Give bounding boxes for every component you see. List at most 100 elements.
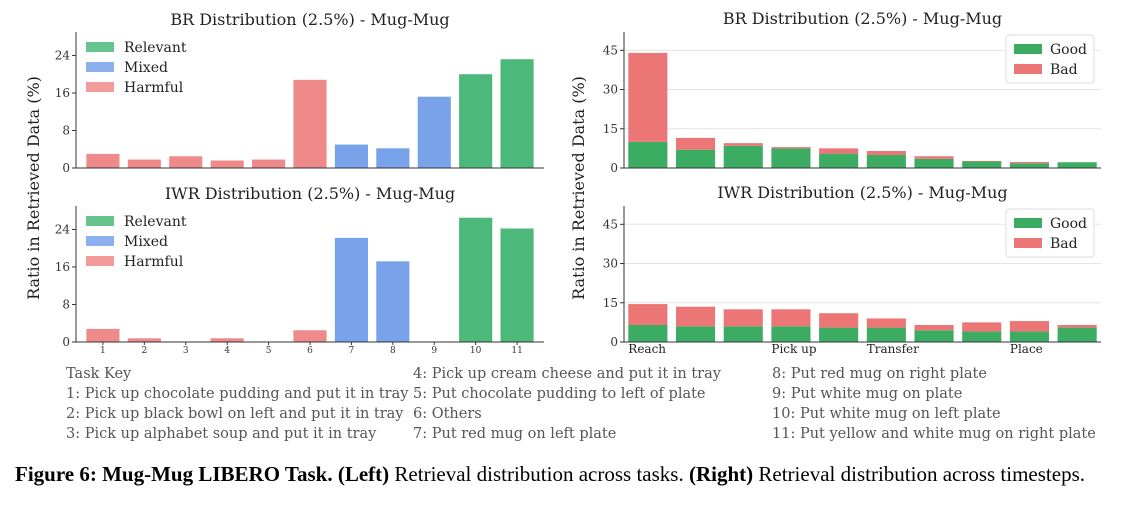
iwr-tasks-xtick-label: 1	[100, 346, 106, 356]
iwr-tasks-xtick-label: 8	[390, 346, 396, 356]
iwr-timesteps-ytick-label: 0	[610, 335, 618, 349]
caption-right-text: Retrieval distribution across timesteps.	[758, 462, 1085, 486]
iwr-timesteps-bar-bad-2	[723, 309, 763, 327]
br-tasks-bar-5	[252, 159, 286, 168]
iwr-tasks-bar-7	[334, 237, 368, 342]
br-timesteps-bar-good-7	[962, 161, 1002, 168]
br-tasks-bar-2	[127, 159, 161, 168]
iwr-tasks-ytick-label: 8	[62, 297, 70, 311]
br-tasks-legend-swatch-relevant	[86, 42, 114, 52]
iwr-timesteps-bar-bad-0	[628, 304, 668, 325]
iwr-timesteps-xtick-label: Transfer	[867, 342, 919, 356]
iwr-timesteps-xtick-label: Pick up	[771, 342, 816, 356]
iwr-tasks-bar-8	[376, 261, 410, 342]
br-timesteps-bar-bad-0	[628, 52, 668, 142]
iwr-tasks-xtick-label: 6	[307, 346, 313, 356]
task-key-item-4: 4: Pick up cream cheese and put it in tr…	[413, 366, 721, 382]
caption-left-tag: (Left)	[337, 462, 390, 486]
br-tasks-legend-mixed: Mixed	[124, 60, 168, 76]
br-timesteps-bar-bad-7	[962, 160, 1002, 162]
iwr-timesteps-bar-bad-4	[819, 313, 859, 328]
iwr-tasks-bar-6	[293, 330, 327, 342]
iwr-tasks-bar-10	[459, 217, 493, 342]
iwr-timesteps-ytick-label: 15	[603, 296, 618, 310]
br-tasks-legend-harmful: Harmful	[124, 80, 184, 96]
br-tasks-ytick-label: 16	[55, 86, 70, 100]
iwr-tasks-xtick-label: 10	[470, 346, 482, 356]
iwr-tasks-bar-11	[500, 228, 534, 342]
br-timesteps-bar-bad-5	[866, 151, 906, 155]
iwr-tasks-xtick-label: 11	[511, 346, 522, 356]
br-timesteps-legend-bad: Bad	[1050, 62, 1078, 78]
task-key-item-8: 8: Put red mug on right plate	[772, 366, 987, 382]
br-timesteps-ytick-label: 30	[603, 83, 618, 97]
br-timesteps-bar-good-9	[1057, 162, 1097, 168]
task-key: Task Key 1: Pick up chocolate pudding an…	[66, 364, 408, 444]
iwr-tasks-legend-harmful: Harmful	[124, 254, 184, 270]
iwr-timesteps-bar-good-3	[771, 326, 811, 342]
br-timesteps-bar-good-1	[675, 149, 716, 168]
br-timesteps-bar-bad-8	[1009, 161, 1050, 164]
task-key-title: Task Key	[66, 366, 132, 382]
iwr-tasks-xtick-label: 3	[183, 346, 189, 356]
iwr-timesteps-bar-good-2	[723, 326, 763, 342]
iwr-timesteps-bar-good-5	[866, 327, 906, 342]
iwr-timesteps-bar-bad-8	[1009, 321, 1050, 332]
br-tasks-bar-8	[376, 148, 410, 168]
task-key-item-7: 7: Put red mug on left plate	[413, 426, 617, 442]
br-timesteps-bar-good-8	[1009, 163, 1050, 168]
iwr-timesteps-bar-bad-5	[866, 318, 906, 328]
left-ylabel: Ratio in Retrieved Data (%)	[24, 76, 43, 300]
iwr-timesteps-legend-good: Good	[1050, 216, 1087, 232]
br-timesteps-bar-bad-6	[914, 156, 954, 159]
caption-left-text: Retrieval distribution across tasks.	[394, 462, 684, 486]
br-tasks-bar-11	[500, 59, 534, 169]
task-key-item-1: 1: Pick up chocolate pudding and put it …	[66, 386, 409, 402]
iwr-tasks-title: IWR Distribution (2.5%) - Mug-Mug	[165, 184, 455, 203]
br-timesteps-bar-good-5	[866, 154, 906, 168]
br-tasks-legend-swatch-harmful	[86, 82, 114, 92]
task-key-item-6: 6: Others	[413, 406, 482, 422]
iwr-tasks-xtick-label: 4	[224, 346, 230, 356]
iwr-timesteps-legend-bad: Bad	[1050, 236, 1078, 252]
iwr-tasks-legend-swatch-harmful	[86, 256, 114, 266]
br-tasks-bar-1	[86, 153, 120, 168]
iwr-tasks-xtick-label: 5	[266, 346, 272, 356]
br-timesteps-bar-bad-4	[819, 148, 859, 154]
br-tasks-ytick-label: 0	[62, 161, 70, 175]
iwr-tasks-ytick-label: 16	[55, 260, 70, 274]
iwr-tasks-ytick-label: 0	[62, 335, 70, 349]
br-tasks-ytick-label: 24	[55, 48, 71, 62]
iwr-timesteps-bar-good-0	[628, 325, 668, 342]
figure-caption: Figure 6: Mug-Mug LIBERO Task. (Left) Re…	[15, 460, 1115, 488]
iwr-tasks-xtick-label: 9	[431, 346, 437, 356]
br-tasks-legend-relevant: Relevant	[124, 40, 187, 56]
iwr-tasks-legend-swatch-relevant	[86, 216, 114, 226]
iwr-timesteps-title: IWR Distribution (2.5%) - Mug-Mug	[717, 183, 1007, 202]
task-key-item-9: 9: Put white mug on plate	[772, 386, 963, 402]
iwr-timesteps-legend-swatch-bad	[1014, 238, 1042, 248]
iwr-timesteps-bar-good-4	[819, 327, 859, 342]
iwr-tasks-legend-relevant: Relevant	[124, 214, 187, 230]
br-tasks-ytick-label: 8	[62, 123, 70, 137]
br-timesteps-bar-good-0	[628, 141, 668, 168]
iwr-timesteps-ytick-label: 30	[603, 257, 618, 271]
iwr-timesteps-bar-bad-6	[914, 325, 954, 331]
iwr-timesteps-bar-bad-9	[1057, 325, 1097, 328]
iwr-tasks-bar-4	[210, 338, 244, 342]
task-key-item-11: 11: Put yellow and white mug on right pl…	[772, 426, 1096, 442]
iwr-tasks-bar-2	[127, 338, 161, 342]
iwr-tasks-legend-swatch-mixed	[86, 236, 114, 246]
iwr-timesteps-bar-bad-3	[771, 309, 811, 327]
iwr-tasks-bar-1	[86, 328, 120, 342]
br-tasks-bar-4	[210, 160, 244, 168]
iwr-timesteps-bar-good-1	[675, 326, 716, 342]
br-tasks-bar-7	[334, 144, 368, 168]
iwr-timesteps-bar-good-6	[914, 330, 954, 342]
iwr-timesteps-bar-bad-7	[962, 322, 1002, 332]
iwr-timesteps-bar-good-7	[962, 331, 1002, 342]
caption-title: Mug-Mug LIBERO Task.	[102, 462, 333, 486]
iwr-tasks-ytick-label: 24	[55, 222, 71, 236]
task-key-item-2: 2: Pick up black bowl on left and put it…	[66, 406, 404, 422]
